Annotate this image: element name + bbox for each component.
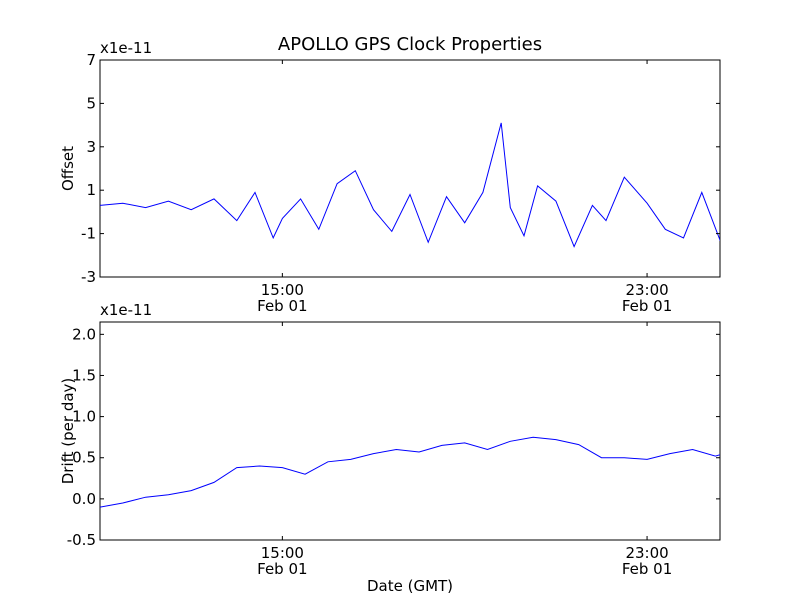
x-tick-label-date: Feb 01 xyxy=(257,560,307,578)
y-scale-label: x1e-11 xyxy=(100,301,152,319)
y-axis-label: Drift (per day) xyxy=(59,378,77,485)
y-tick-label: -1 xyxy=(81,225,96,243)
y-tick-label: 1 xyxy=(86,181,96,199)
y-tick-label: 0.5 xyxy=(72,449,96,467)
y-axis-label: Offset xyxy=(59,146,77,191)
y-tick-label: 0.0 xyxy=(72,490,96,508)
x-tick-label-time: 15:00 xyxy=(261,544,304,562)
y-scale-label: x1e-11 xyxy=(100,39,152,57)
x-axis-label: Date (GMT) xyxy=(367,577,453,595)
axes-frame xyxy=(99,321,721,541)
series-line xyxy=(100,436,720,508)
x-tick-label-time: 23:00 xyxy=(625,544,668,562)
chart-title: APOLLO GPS Clock Properties xyxy=(278,34,542,55)
y-tick-label: 5 xyxy=(86,94,96,112)
x-tick-label-date: Feb 01 xyxy=(622,297,672,315)
axes-frame xyxy=(99,59,721,278)
y-tick-label: 1.5 xyxy=(72,366,96,384)
x-tick-label-time: 23:00 xyxy=(625,281,668,299)
y-tick-label: -0.5 xyxy=(67,531,96,549)
y-tick-label: 2.0 xyxy=(72,325,96,343)
series-line xyxy=(100,122,720,248)
y-tick-label: -3 xyxy=(81,268,96,286)
y-tick-label: 1.0 xyxy=(72,408,96,426)
y-tick-label: 3 xyxy=(86,138,96,156)
x-tick-label-time: 15:00 xyxy=(261,281,304,299)
x-tick-label-date: Feb 01 xyxy=(622,560,672,578)
y-tick-label: 7 xyxy=(86,51,96,69)
x-tick-label-date: Feb 01 xyxy=(257,297,307,315)
